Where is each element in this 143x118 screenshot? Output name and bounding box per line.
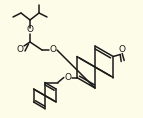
- Text: O: O: [26, 25, 33, 34]
- Text: O: O: [119, 45, 126, 54]
- Text: O: O: [16, 44, 23, 53]
- Text: O: O: [49, 46, 56, 55]
- Text: O: O: [64, 73, 71, 82]
